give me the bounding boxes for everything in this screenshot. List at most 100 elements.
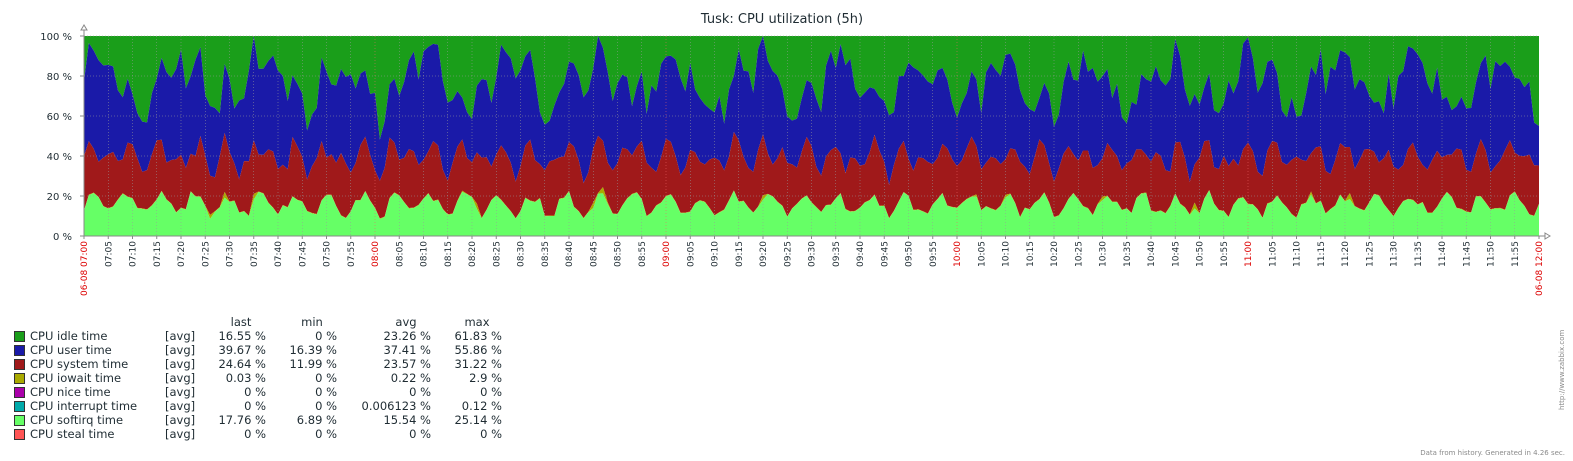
legend-max: 2.9 % (469, 371, 502, 385)
x-tick-label: 06-08 12:00 (1535, 241, 1545, 296)
x-tick-label: 09:45 (880, 241, 890, 267)
legend-min: 0 % (315, 371, 337, 385)
x-tick-label: 08:20 (468, 241, 478, 267)
x-tick-label: 09:35 (832, 241, 842, 267)
legend-swatch (14, 387, 25, 398)
legend-max: 25.14 % (454, 413, 502, 427)
legend-max: 0 % (480, 427, 502, 441)
legend-max: 0 % (480, 385, 502, 399)
x-tick-label: 09:25 (783, 241, 793, 267)
x-tick-label: 07:35 (250, 241, 260, 267)
legend-name: CPU softirq time (30, 413, 124, 427)
legend-last: 0 % (244, 385, 266, 399)
x-tick-label: 10:25 (1074, 241, 1084, 267)
legend-function: [avg] (165, 385, 196, 399)
x-tick-label: 10:45 (1171, 241, 1181, 267)
legend-function: [avg] (165, 343, 196, 357)
legend-swatch (14, 415, 25, 426)
x-tick-label: 11:25 (1365, 241, 1375, 267)
legend-swatch (14, 331, 25, 342)
x-tick-label: 11:05 (1268, 241, 1278, 267)
legend-header-last: last (230, 315, 252, 329)
footer-note: Data from history. Generated in 4.26 sec… (1420, 449, 1565, 457)
legend-name: CPU iowait time (30, 371, 122, 385)
y-tick-label: 40 % (47, 152, 72, 163)
x-axis-ticks: 06-08 07:00 07:05 07:10 07:15 07:20 07:25 07:3… (80, 236, 1545, 296)
legend-min: 16.39 % (289, 343, 337, 357)
y-tick-label: 80 % (47, 72, 72, 83)
x-tick-label: 11:55 (1511, 241, 1521, 267)
x-tick-label: 10:05 (977, 241, 987, 267)
y-tick-label: 60 % (47, 112, 72, 123)
chart-title: Tusk: CPU utilization (5h) (700, 12, 863, 27)
x-tick-label: 11:40 (1438, 241, 1448, 267)
x-tick-label: 08:00 (371, 241, 381, 267)
x-tick-label: 08:30 (517, 241, 527, 267)
x-tick-label: 10:20 (1050, 241, 1060, 267)
legend-function: [avg] (165, 427, 196, 441)
x-tick-label: 08:05 (395, 241, 405, 267)
x-tick-label: 07:50 (323, 241, 333, 267)
y-tick-label: 20 % (47, 192, 72, 203)
x-tick-label: 09:00 (662, 241, 672, 267)
x-tick-label: 07:40 (274, 241, 284, 267)
x-tick-label: 11:15 (1317, 241, 1327, 267)
x-tick-label: 11:20 (1341, 241, 1351, 267)
axes (80, 24, 1551, 240)
x-tick-label: 07:25 (201, 241, 211, 267)
legend-last: 39.67 % (218, 343, 266, 357)
legend-swatch (14, 429, 25, 440)
legend-avg: 0.22 % (390, 371, 431, 385)
x-tick-label: 07:15 (153, 241, 163, 267)
area-idle (84, 36, 1539, 140)
legend-header-avg: avg (395, 315, 417, 329)
x-tick-label: 10:55 (1220, 241, 1230, 267)
legend-swatch (14, 345, 25, 356)
legend-min: 0 % (315, 385, 337, 399)
x-tick-label: 08:10 (420, 241, 430, 267)
legend-header-min: min (301, 315, 323, 329)
x-tick-label: 10:40 (1147, 241, 1157, 267)
x-tick-label: 07:55 (347, 241, 357, 267)
legend-header-max: max (464, 315, 490, 329)
x-tick-label: 07:30 (226, 241, 236, 267)
x-tick-label: 10:10 (1002, 241, 1012, 267)
legend-name: CPU steal time (30, 427, 115, 441)
x-tick-label: 11:30 (1390, 241, 1400, 267)
legend-function: [avg] (165, 357, 196, 371)
y-axis-ticks: 100 % 80 % 60 % 40 % 20 % 0 % (40, 32, 84, 243)
legend-min: 6.89 % (296, 413, 337, 427)
legend-max: 61.83 % (454, 329, 502, 343)
legend-last: 0 % (244, 427, 266, 441)
y-tick-label: 0 % (53, 232, 72, 243)
legend-max: 55.86 % (454, 343, 502, 357)
x-tick-label: 07:05 (104, 241, 114, 267)
legend-last: 17.76 % (218, 413, 266, 427)
x-tick-label: 07:10 (129, 241, 139, 267)
x-tick-label: 10:50 (1196, 241, 1206, 267)
x-tick-label: 11:45 (1462, 241, 1472, 267)
x-tick-label: 08:55 (638, 241, 648, 267)
legend-avg: 15.54 % (383, 413, 431, 427)
y-axis-arrow (80, 24, 88, 31)
x-tick-label: 08:25 (492, 241, 502, 267)
x-tick-label: 08:50 (614, 241, 624, 267)
x-tick-label: 09:20 (759, 241, 769, 267)
legend-function: [avg] (165, 329, 196, 343)
legend-max: 0.12 % (461, 399, 502, 413)
legend-function: [avg] (165, 399, 196, 413)
x-tick-label: 07:45 (298, 241, 308, 267)
legend-avg: 23.26 % (383, 329, 431, 343)
legend-last: 24.64 % (218, 357, 266, 371)
x-tick-label: 09:15 (735, 241, 745, 267)
legend-name: CPU user time (30, 343, 112, 357)
zabbix-url: http://www.zabbix.com (1558, 329, 1566, 410)
legend-function: [avg] (165, 371, 196, 385)
legend-name: CPU interrupt time (30, 399, 138, 413)
x-tick-label: 08:35 (541, 241, 551, 267)
x-tick-label: 10:30 (1099, 241, 1109, 267)
legend-swatch (14, 359, 25, 370)
x-tick-label: 09:30 (808, 241, 818, 267)
x-tick-label: 09:50 (905, 241, 915, 267)
